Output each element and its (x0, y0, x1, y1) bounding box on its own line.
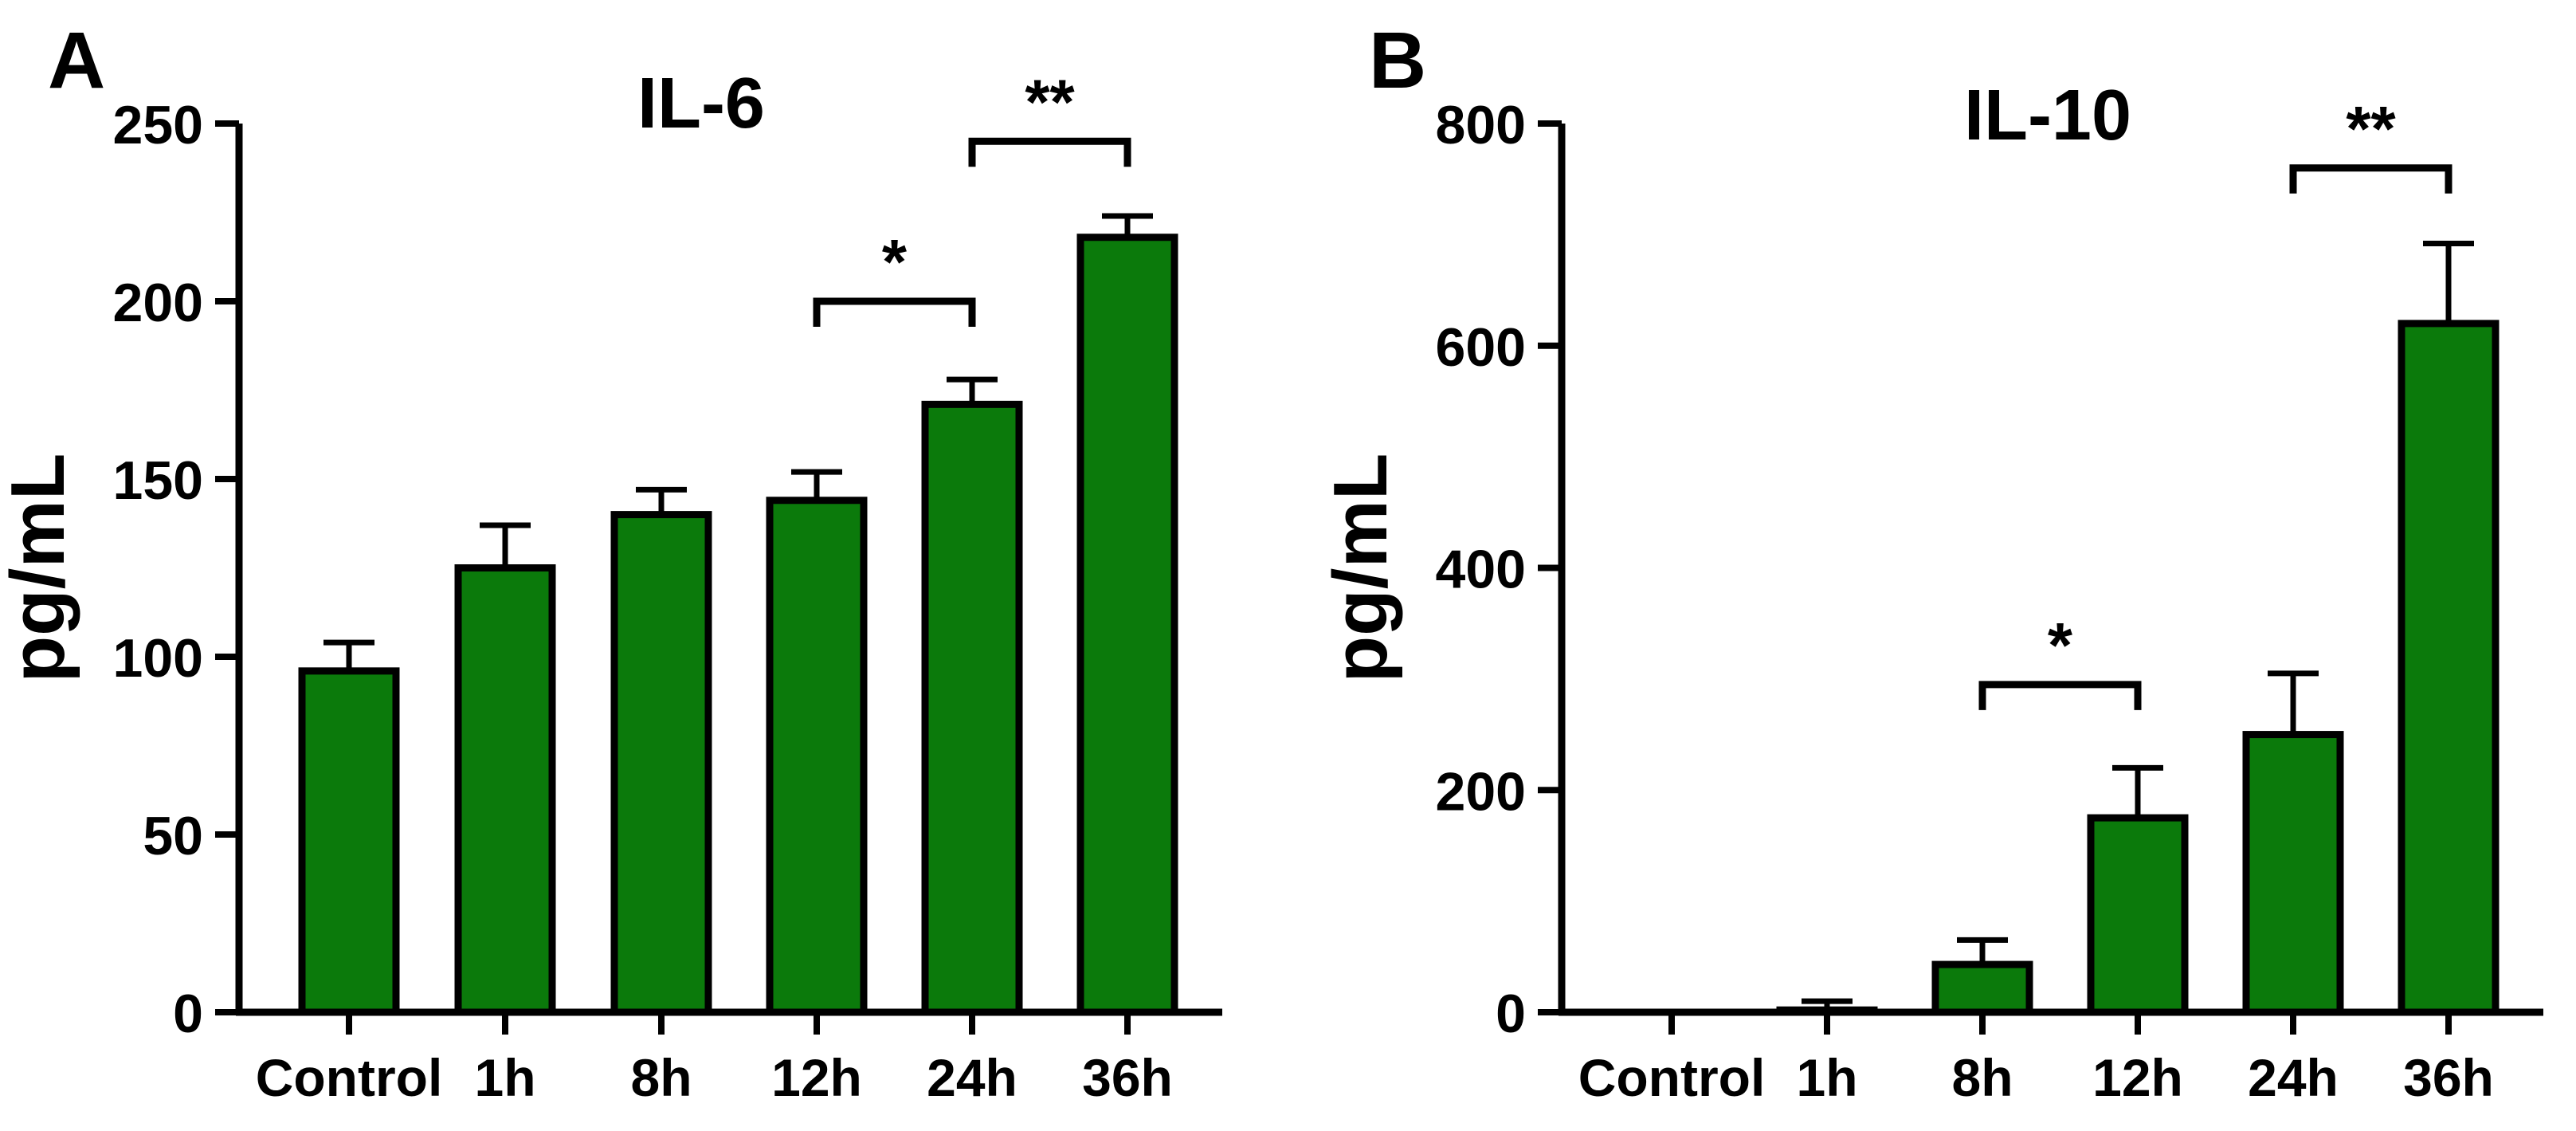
significance-label: ** (1025, 66, 1075, 137)
y-tick-label: 0 (1496, 984, 1526, 1044)
bar (1076, 234, 1178, 1016)
y-tick-label: 400 (1436, 540, 1526, 600)
significance-bracket (2289, 164, 2452, 194)
y-tick-label: 50 (143, 806, 203, 866)
bar (610, 511, 712, 1016)
panel-a: A IL-6 pg/mL 0 50 100 150 200 250 Control 1h 8h 12h 2… (0, 16, 1222, 1107)
bar (454, 564, 556, 1016)
x-tick-label: 8h (630, 1048, 692, 1107)
chart-title: IL-6 (637, 64, 765, 143)
bar (921, 400, 1023, 1016)
y-tick-label: 600 (1436, 317, 1526, 378)
x-tick-label: 36h (2403, 1048, 2494, 1107)
x-tick-label: 1h (474, 1048, 535, 1107)
y-tick-label: 100 (113, 628, 203, 689)
significance-label: * (2048, 610, 2073, 681)
x-tick-label: 12h (2092, 1048, 2183, 1107)
x-tick-label: 24h (2248, 1048, 2339, 1107)
chart-title: IL-10 (1964, 76, 2131, 155)
panel-b: B IL-10 pg/mL 0 200 400 600 800 Control 1h 8h 12h 24… (1318, 16, 2543, 1107)
bar (2398, 320, 2500, 1016)
y-tick-label: 200 (113, 273, 203, 333)
panel-label: B (1369, 16, 1426, 105)
bar (2242, 731, 2344, 1016)
significance-bracket (1978, 681, 2142, 710)
y-tick-label: 150 (113, 450, 203, 511)
x-tick-label: 1h (1796, 1048, 1857, 1107)
panel-label: A (48, 16, 105, 105)
significance-label: ** (2346, 93, 2396, 164)
bar (766, 497, 868, 1016)
x-tick-label: Control (256, 1048, 443, 1107)
y-tick-label: 800 (1436, 95, 1526, 155)
bar (1931, 960, 2033, 1016)
significance-label: * (882, 226, 908, 297)
bar (2087, 814, 2189, 1016)
bar (298, 667, 400, 1016)
x-tick-label: 36h (1082, 1048, 1173, 1107)
y-axis-label: pg/mL (0, 454, 80, 683)
significance-bracket (968, 137, 1131, 167)
x-tick-label: 8h (1951, 1048, 2013, 1107)
y-tick-label: 0 (173, 984, 203, 1044)
x-tick-label: 24h (927, 1048, 1017, 1107)
significance-bracket (813, 297, 976, 327)
x-tick-label: Control (1578, 1048, 1766, 1107)
y-tick-label: 200 (1436, 761, 1526, 822)
y-axis-label: pg/mL (1318, 454, 1403, 683)
x-tick-label: 12h (771, 1048, 862, 1107)
y-tick-label: 250 (113, 95, 203, 155)
bar (1776, 1006, 1878, 1016)
